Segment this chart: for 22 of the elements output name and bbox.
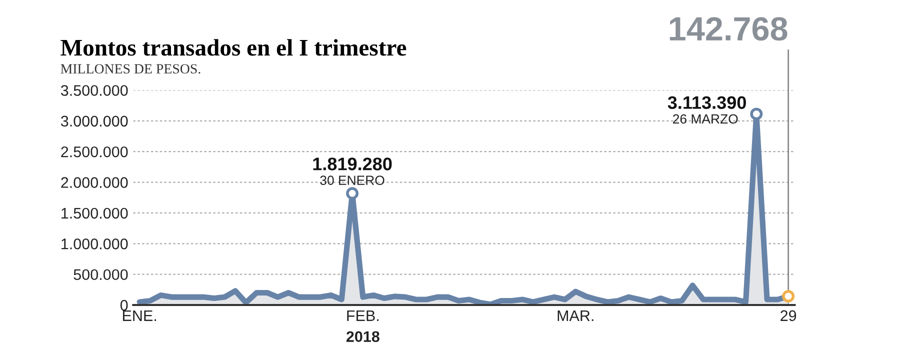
x-tick-label: ENE.	[123, 310, 156, 321]
x-axis-title: 2018	[346, 331, 380, 342]
y-tick-label: 3.000.000	[60, 116, 128, 127]
annotation: 26 MARZO	[673, 114, 738, 124]
y-tick-label: 0	[120, 300, 128, 311]
chart-subtitle: MILLONES DE PESOS.	[60, 64, 200, 74]
y-tick-label: 3.500.000	[60, 85, 128, 96]
annotation: 142.768	[670, 17, 788, 41]
y-tick-label: 2.500.000	[61, 146, 128, 158]
x-tick-label: FEB.	[347, 310, 378, 321]
annotation: 3.113.390	[668, 96, 746, 110]
x-tick-label: 29	[780, 310, 796, 322]
y-tick-label: 1.500.000	[62, 208, 128, 219]
x-tick-label: MAR.	[558, 310, 594, 321]
y-tick-label: 500.000	[74, 269, 128, 280]
y-tick-label: 2.000.000	[61, 177, 128, 188]
annotation: 1.819.280	[313, 158, 392, 170]
y-tick-label: 1.000.000	[62, 238, 128, 250]
annotation: 30 ENERO	[320, 176, 384, 185]
chart-title: Montos transados en el I trimestre	[60, 39, 406, 56]
point	[750, 108, 763, 120]
point	[346, 187, 359, 200]
